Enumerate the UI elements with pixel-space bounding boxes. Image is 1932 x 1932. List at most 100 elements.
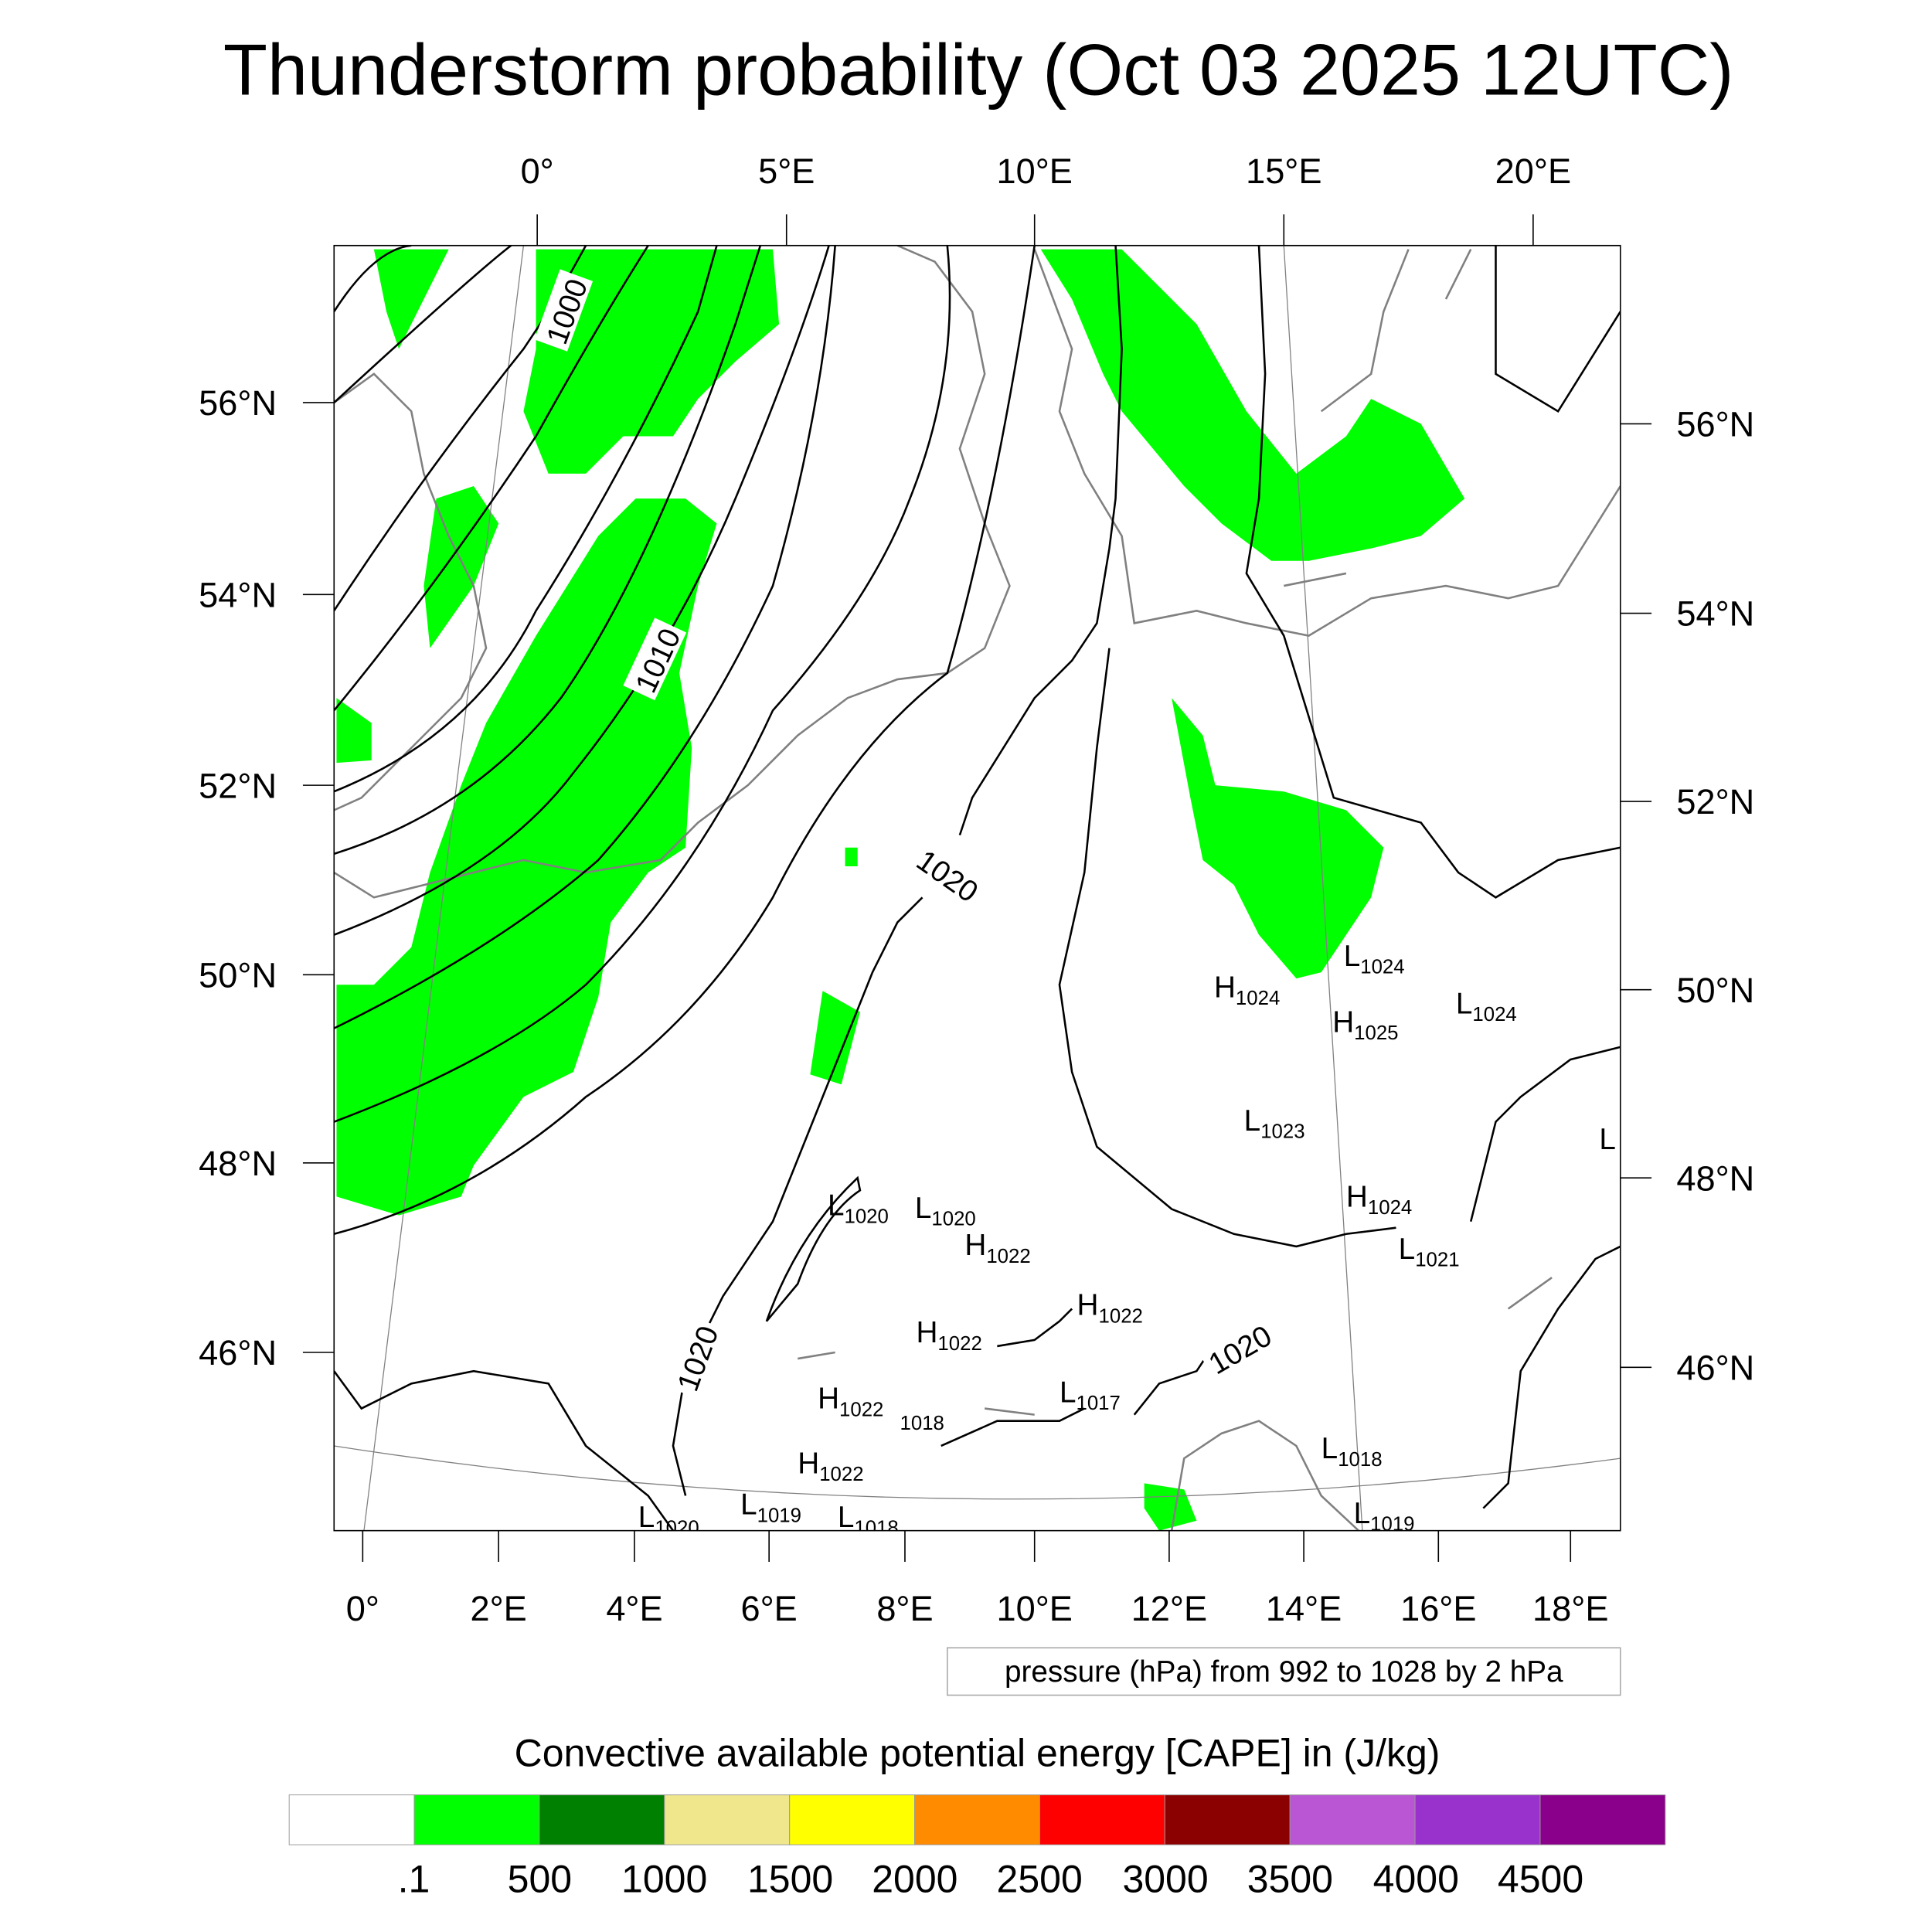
map-frame — [333, 244, 1621, 1532]
bottom-lon-labels: 0° 2°E 4°E 6°E 8°E 10°E 12°E 14°E 16°E 1… — [346, 1589, 1609, 1628]
lat-label: 54°N — [1676, 594, 1754, 634]
colorbar-swatch — [1164, 1794, 1291, 1845]
pressure-center: H1022 — [798, 1447, 863, 1485]
pressure-center: L1017 — [1060, 1376, 1121, 1415]
colorbar-swatch — [1289, 1794, 1416, 1845]
right-lat-labels: 56°N 54°N 52°N 50°N 48°N 46°N — [1676, 405, 1754, 1388]
cape-area-small — [845, 847, 858, 866]
colorbar-label: 4500 — [1498, 1857, 1583, 1900]
pressure-center: L1020 — [638, 1501, 699, 1539]
cape-area-nw — [373, 249, 449, 349]
colorbar-label: .1 — [398, 1857, 430, 1900]
lon-label: 2°E — [471, 1589, 527, 1628]
lon-label: 12°E — [1131, 1589, 1207, 1628]
colorbar-swatch — [914, 1794, 1040, 1845]
lon-label: 5°E — [758, 151, 815, 191]
lon-label: 15°E — [1246, 151, 1321, 191]
contour-info-box: pressure (hPa) from 992 to 1028 by 2 hPa — [947, 1647, 1621, 1696]
lat-label: 52°N — [1676, 782, 1754, 821]
pressure-center: H1022 — [1077, 1289, 1143, 1328]
graticule — [334, 245, 1621, 1531]
isobar-label-1018: 1018 — [900, 1413, 944, 1434]
lat-label: 46°N — [1676, 1348, 1754, 1387]
lon-label: 16°E — [1400, 1589, 1476, 1628]
pressure-center: L1020 — [915, 1192, 976, 1230]
lon-label: 10°E — [997, 151, 1073, 191]
colorbar-label: 2500 — [997, 1857, 1083, 1900]
colorbar-label: 3500 — [1247, 1857, 1333, 1900]
colorbar-labels: .1 500 1000 1500 2000 2500 3000 3500 400… — [398, 1857, 1584, 1900]
axis-ticks — [302, 214, 1652, 1562]
pressure-center: L1024 — [1344, 940, 1405, 978]
lat-label: 50°N — [199, 955, 277, 995]
cape-area-baltic — [1040, 249, 1465, 561]
lon-label: 18°E — [1532, 1589, 1608, 1628]
lon-label: 0° — [346, 1589, 379, 1628]
pressure-center: H1022 — [916, 1316, 981, 1355]
pressure-center: H1025 — [1332, 1005, 1398, 1044]
colorbar-label: 2000 — [872, 1857, 957, 1900]
colorbar-swatch — [664, 1794, 791, 1845]
pressure-center: L1020 — [828, 1189, 889, 1228]
colorbar-swatch — [1039, 1794, 1165, 1845]
figure-title: Thunderstorm probability (Oct 03 2025 12… — [223, 29, 1734, 111]
cape-area-uk — [423, 486, 499, 648]
lon-label: 4°E — [606, 1589, 662, 1628]
cape-area-channel — [336, 698, 372, 764]
colorbar-label: 4000 — [1373, 1857, 1459, 1900]
colorbar-label: 3000 — [1122, 1857, 1208, 1900]
cape-area-west — [336, 498, 717, 1216]
lon-label: 6°E — [741, 1589, 798, 1628]
lon-label: 0° — [521, 151, 554, 191]
colorbar-swatch — [1539, 1794, 1666, 1845]
pressure-center: H1024 — [1214, 971, 1280, 1009]
left-lat-labels: 56°N 54°N 52°N 50°N 48°N 46°N — [199, 383, 277, 1372]
colorbar-label: 500 — [508, 1857, 572, 1900]
colorbar-swatch — [1414, 1794, 1541, 1845]
colorbar — [288, 1794, 1666, 1845]
lat-label: 46°N — [199, 1333, 277, 1372]
pressure-center: L — [1599, 1123, 1616, 1156]
pressure-center: L1019 — [1354, 1497, 1415, 1536]
contour-info: pressure (hPa) from 992 to 1028 by 2 hPa — [1005, 1655, 1563, 1689]
cape-shading — [336, 249, 1465, 1531]
lat-label: 50°N — [1676, 971, 1754, 1010]
lat-label: 52°N — [199, 766, 277, 805]
map-panel: 1000 1010 1020 1020 1020 L1024 H1024 L10… — [333, 244, 1621, 1539]
cape-area-blackforest — [810, 991, 860, 1085]
colorbar-swatch — [413, 1794, 540, 1845]
pressure-center: L1023 — [1244, 1104, 1305, 1143]
lon-label: 10°E — [997, 1589, 1073, 1628]
lat-label: 48°N — [1676, 1158, 1754, 1198]
pressure-center: H1022 — [818, 1383, 883, 1421]
lat-label: 54°N — [199, 575, 277, 614]
colorbar-title: Convective available potential energy [C… — [515, 1731, 1440, 1774]
lon-label: 20°E — [1495, 151, 1571, 191]
cape-area-northsea — [523, 249, 780, 474]
top-lon-labels: 0° 5°E 10°E 15°E 20°E — [521, 151, 1571, 191]
coastlines — [334, 245, 1621, 1531]
pressure-center: L1018 — [1321, 1432, 1383, 1471]
colorbar-swatch — [789, 1794, 916, 1845]
pressure-center: L1021 — [1399, 1233, 1460, 1271]
colorbar-label: 1500 — [747, 1857, 833, 1900]
pressure-center: H1024 — [1346, 1180, 1412, 1219]
lon-label: 14°E — [1266, 1589, 1342, 1628]
pressure-center: L1019 — [740, 1488, 801, 1527]
pressure-center: L1024 — [1456, 987, 1517, 1026]
colorbar-label: 1000 — [621, 1857, 707, 1900]
lat-label: 56°N — [1676, 405, 1754, 444]
colorbar-swatch — [539, 1794, 665, 1845]
isobar-labels: 1000 1010 1020 1020 1020 — [534, 269, 1280, 1399]
pressure-center: H1022 — [964, 1229, 1030, 1267]
cape-area-poland — [1172, 698, 1384, 979]
colorbar-swatch — [288, 1794, 415, 1845]
lon-label: 8°E — [876, 1589, 933, 1628]
pressure-center: L1018 — [838, 1501, 899, 1539]
lat-label: 48°N — [199, 1144, 277, 1183]
cape-area-adriatic — [1144, 1483, 1197, 1531]
pressure-centers: L1024 H1024 L1024 H1025 L1023 L H1024 L1… — [638, 940, 1616, 1539]
isobars — [334, 245, 1621, 1531]
lat-label: 56°N — [199, 383, 277, 423]
